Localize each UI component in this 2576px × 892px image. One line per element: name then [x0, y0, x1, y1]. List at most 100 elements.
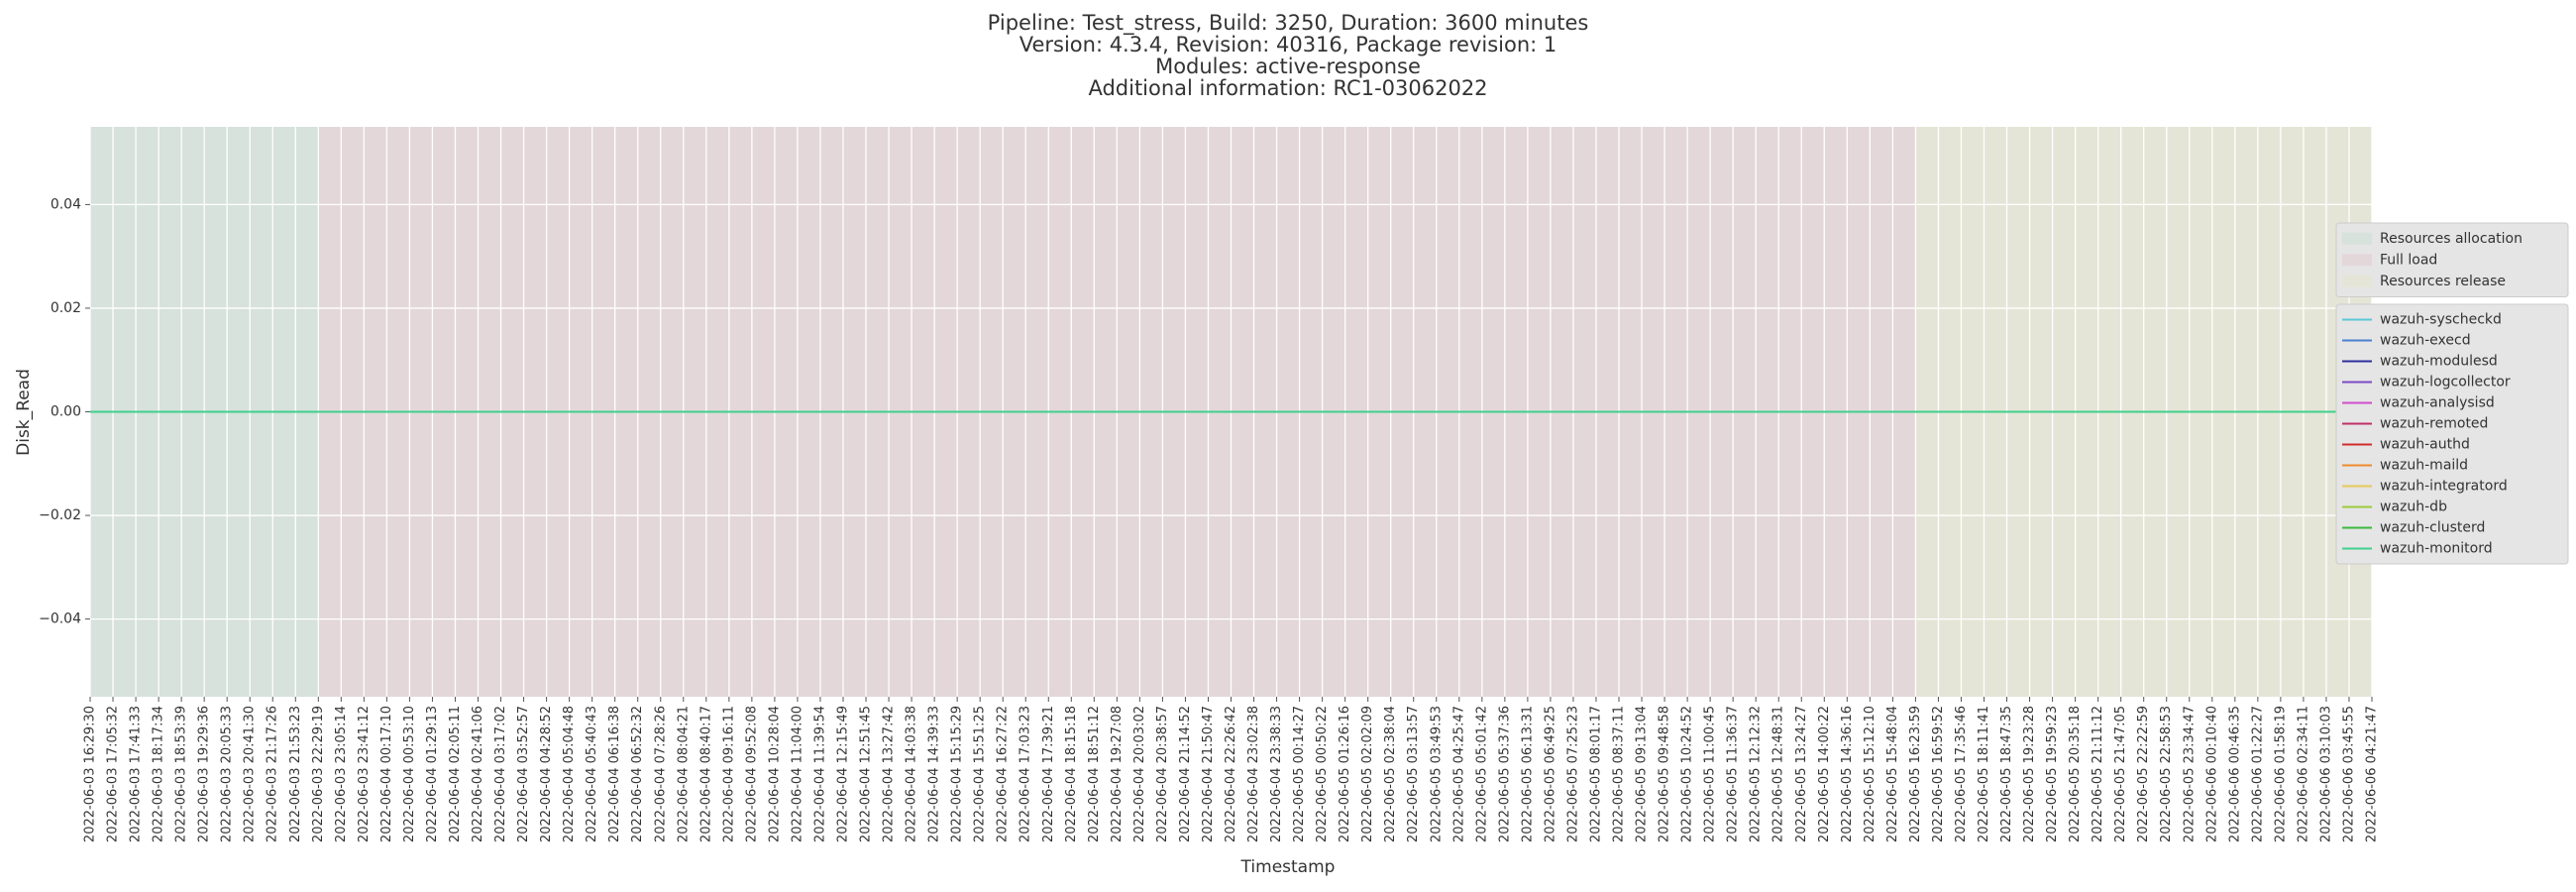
x-tick-label: 2022-06-05 09:13:04 [1635, 706, 1650, 842]
x-tick-label: 2022-06-05 19:23:28 [2022, 706, 2037, 842]
x-tick-label: 2022-06-05 08:37:11 [1612, 706, 1627, 842]
x-tick-label: 2022-06-03 19:29:36 [197, 706, 212, 842]
x-tick-label: 2022-06-05 06:49:25 [1543, 706, 1557, 842]
x-tick-label: 2022-06-04 22:26:42 [1224, 706, 1238, 842]
x-tick-label: 2022-06-05 08:01:17 [1588, 706, 1603, 842]
x-tick-label: 2022-06-05 05:01:42 [1474, 706, 1489, 842]
x-tick-label: 2022-06-04 19:27:08 [1110, 706, 1125, 842]
x-tick-label: 2022-06-04 09:52:08 [744, 706, 759, 842]
x-tick-label: 2022-06-06 00:10:40 [2204, 706, 2219, 842]
x-tick-label: 2022-06-04 15:51:25 [973, 706, 988, 842]
legend-box [2335, 222, 2569, 297]
x-tick-label: 2022-06-05 14:36:16 [1840, 706, 1855, 842]
x-tick-label: 2022-06-05 00:14:27 [1292, 706, 1307, 842]
legend-label: Resources allocation [2380, 231, 2522, 247]
x-tick-label: 2022-06-04 02:05:11 [448, 706, 463, 842]
x-tick-label: 2022-06-05 17:35:46 [1954, 706, 1969, 842]
x-tick-label: 2022-06-05 04:25:47 [1451, 706, 1466, 842]
x-tick-label: 2022-06-05 07:25:23 [1565, 706, 1580, 842]
y-tick-label: −0.02 [39, 507, 81, 523]
x-tick-label: 2022-06-04 17:03:23 [1019, 706, 1033, 842]
x-tick-label: 2022-06-04 14:39:33 [927, 706, 942, 842]
x-tick-label: 2022-06-04 06:16:38 [607, 706, 622, 842]
legend-label: wazuh-execd [2380, 333, 2471, 349]
x-tick-label: 2022-06-04 10:28:04 [767, 706, 782, 842]
x-tick-label: 2022-06-05 03:13:57 [1406, 706, 1421, 842]
legend-label: wazuh-modulesd [2380, 354, 2498, 370]
x-tick-label: 2022-06-05 15:12:10 [1863, 706, 1878, 842]
x-tick-label: 2022-06-05 20:35:18 [2068, 706, 2083, 842]
x-tick-label: 2022-06-04 20:38:57 [1155, 706, 1170, 842]
x-tick-label: 2022-06-06 02:34:11 [2296, 706, 2310, 842]
x-tick-label: 2022-06-04 21:14:52 [1178, 706, 1193, 842]
x-tick-label: 2022-06-04 18:15:18 [1064, 706, 1079, 842]
x-tick-label: 2022-06-05 02:38:04 [1383, 706, 1398, 842]
x-tick-label: 2022-06-05 11:36:37 [1726, 706, 1741, 842]
x-tick-label: 2022-06-03 17:41:33 [129, 706, 144, 842]
x-tick-label: 2022-06-03 20:05:33 [220, 706, 235, 842]
x-tick-label: 2022-06-04 14:03:38 [905, 706, 919, 842]
x-tick-label: 2022-06-05 18:11:41 [1977, 706, 1991, 842]
x-axis-label: Timestamp [1240, 857, 1336, 877]
x-tick-label: 2022-06-06 01:22:27 [2250, 706, 2265, 842]
x-tick-label: 2022-06-05 11:00:45 [1703, 706, 1718, 842]
x-tick-label: 2022-06-04 15:15:29 [950, 706, 965, 842]
x-tick-label: 2022-06-05 02:02:09 [1360, 706, 1375, 842]
x-tick-label: 2022-06-03 17:05:32 [106, 706, 121, 842]
x-tick-label: 2022-06-03 23:41:12 [357, 706, 372, 842]
legend-label: wazuh-remoted [2380, 416, 2488, 432]
chart-title: Modules: active-response [1155, 55, 1421, 78]
legend-label: Full load [2380, 252, 2437, 268]
legend-label: wazuh-maild [2380, 458, 2468, 474]
x-tick-label: 2022-06-05 21:47:05 [2113, 706, 2128, 842]
legend-swatch [2342, 232, 2372, 245]
x-tick-label: 2022-06-04 08:04:21 [676, 706, 691, 842]
x-tick-label: 2022-06-05 13:24:27 [1794, 706, 1809, 842]
x-tick-label: 2022-06-04 07:28:26 [653, 706, 668, 842]
x-tick-label: 2022-06-05 16:23:59 [1908, 706, 1923, 842]
x-tick-label: 2022-06-04 23:02:38 [1246, 706, 1261, 842]
x-tick-label: 2022-06-05 22:58:53 [2159, 706, 2174, 842]
legend-label: wazuh-logcollector [2380, 375, 2511, 390]
legend-swatch [2342, 275, 2372, 287]
x-tick-label: 2022-06-05 16:59:52 [1931, 706, 1946, 842]
x-tick-label: 2022-06-04 04:28:52 [539, 706, 554, 842]
x-tick-label: 2022-06-05 19:59:23 [2045, 706, 2060, 842]
x-tick-label: 2022-06-06 01:58:19 [2273, 706, 2288, 842]
x-tick-label: 2022-06-05 14:00:22 [1817, 706, 1832, 842]
x-tick-label: 2022-06-06 03:10:03 [2318, 706, 2333, 842]
legend-swatch [2342, 254, 2372, 267]
x-tick-label: 2022-06-03 21:53:23 [288, 706, 303, 842]
y-axis-label: Disk_Read [14, 369, 34, 456]
x-tick-label: 2022-06-04 03:52:57 [516, 706, 531, 842]
y-tick-label: 0.00 [51, 404, 81, 420]
x-tick-label: 2022-06-05 18:47:35 [1999, 706, 2014, 842]
y-tick-label: −0.04 [39, 612, 81, 627]
legend-label: wazuh-monitord [2380, 541, 2493, 557]
x-tick-label: 2022-06-04 13:27:42 [882, 706, 897, 842]
x-tick-label: 2022-06-04 09:16:11 [721, 706, 736, 842]
legend-label: Resources release [2380, 274, 2506, 289]
x-tick-label: 2022-06-06 03:45:55 [2341, 706, 2356, 842]
x-tick-label: 2022-06-05 23:34:47 [2182, 706, 2197, 842]
x-tick-label: 2022-06-05 22:22:59 [2136, 706, 2151, 842]
x-tick-label: 2022-06-03 20:41:30 [243, 706, 258, 842]
legend-label: wazuh-clusterd [2380, 520, 2485, 536]
x-tick-label: 2022-06-04 03:17:02 [493, 706, 508, 842]
x-tick-label: 2022-06-04 05:40:43 [585, 706, 599, 842]
x-tick-label: 2022-06-04 20:03:02 [1132, 706, 1147, 842]
x-tick-label: 2022-06-05 09:48:58 [1658, 706, 1672, 842]
x-tick-label: 2022-06-04 05:04:48 [562, 706, 577, 842]
legend-label: wazuh-integratord [2380, 479, 2508, 495]
x-tick-label: 2022-06-06 00:46:35 [2227, 706, 2242, 842]
y-tick-label: 0.04 [51, 196, 81, 212]
x-tick-label: 2022-06-04 01:29:13 [425, 706, 440, 842]
x-tick-label: 2022-06-05 03:49:53 [1429, 706, 1444, 842]
x-tick-label: 2022-06-05 10:24:52 [1680, 706, 1695, 842]
x-tick-label: 2022-06-04 16:27:22 [996, 706, 1011, 842]
legend-label: wazuh-syscheckd [2380, 312, 2502, 328]
x-tick-label: 2022-06-03 18:17:34 [152, 706, 166, 842]
x-tick-label: 2022-06-05 12:48:31 [1771, 706, 1786, 842]
x-tick-label: 2022-06-04 17:39:21 [1041, 706, 1056, 842]
